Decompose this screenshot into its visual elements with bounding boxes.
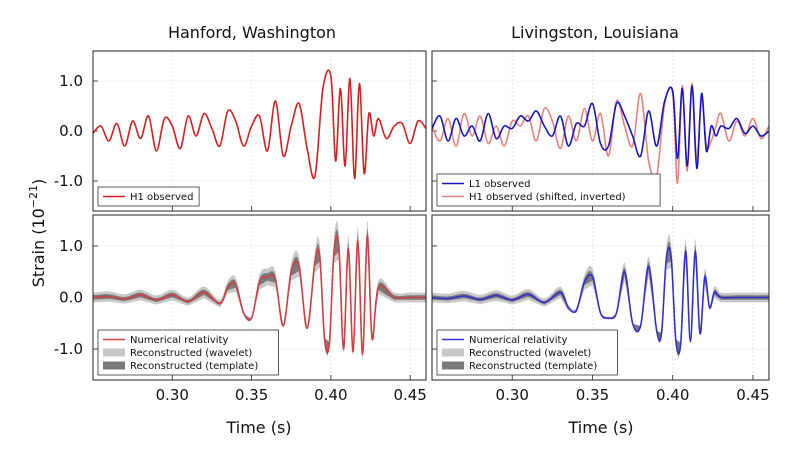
x-tick-label: 0.40 (314, 386, 347, 404)
legend: L1 observed H1 observed (shifted, inverte… (436, 173, 661, 207)
panel-bottom-left: 1.0 0.0 -1.0 0.30 0.35 0.40 0.45 Numerical rela… (54, 214, 427, 404)
legend-entry: L1 observed (469, 179, 530, 190)
y-tick-label: -1.0 (54, 172, 83, 190)
legend-swatch (442, 348, 464, 357)
legend: Numerical relativity Reconstructed (wavel… (436, 329, 618, 376)
legend-entry: Reconstructed (template) (130, 361, 258, 372)
legend-box (97, 329, 279, 376)
legend: Numerical relativity Reconstructed (wavel… (97, 329, 279, 376)
x-tick-label: 0.45 (736, 386, 769, 404)
legend-box (97, 186, 200, 207)
y-tick-label: 1.0 (59, 237, 83, 255)
legend-box (436, 173, 661, 207)
panel-frame (92, 50, 427, 212)
panel-bottom-right: 0.30 0.35 0.40 0.45 Numerical relativity Reco… (431, 214, 770, 404)
x-axis-label-right: Time (s) (567, 418, 633, 437)
panel-frame (92, 214, 427, 381)
x-axis-label-left: Time (s) (225, 418, 291, 437)
legend-entry: Reconstructed (wavelet) (469, 348, 591, 359)
legend-entry: Reconstructed (template) (469, 361, 597, 372)
x-tick-label: 0.30 (496, 386, 529, 404)
column-title-hanford: Hanford, Washington (168, 23, 336, 42)
y-axis-label: Strain (10−21) (27, 179, 48, 288)
panel-top-left: 1.0 0.0 -1.0 H1 observed (54, 50, 427, 212)
x-tick-label: 0.30 (156, 386, 189, 404)
y-tick-label: 1.0 (59, 72, 83, 90)
legend-entry: H1 observed (shifted, inverted) (469, 192, 626, 203)
x-tick-label: 0.35 (235, 386, 268, 404)
series-l1-observed (432, 85, 769, 170)
legend-swatch (103, 348, 125, 357)
column-title-livingston: Livingston, Louisiana (511, 23, 679, 42)
legend-box (436, 329, 618, 376)
legend-entry: Numerical relativity (469, 335, 567, 346)
legend-entry: Reconstructed (wavelet) (130, 348, 252, 359)
panel-frame (431, 50, 770, 212)
y-tick-label: 0.0 (59, 122, 83, 140)
panel-top-right: L1 observed H1 observed (shifted, inverte… (431, 50, 770, 212)
legend-swatch (442, 361, 464, 370)
legend-entry: Numerical relativity (130, 335, 228, 346)
series-numerical-relativity (93, 234, 426, 356)
x-tick-label: 0.40 (656, 386, 689, 404)
y-tick-label: 0.0 (59, 289, 83, 307)
panel-frame (431, 214, 770, 381)
series-h1-observed-shifted-inverted- (432, 82, 769, 185)
y-tick-label: -1.0 (54, 340, 83, 358)
legend-entry: H1 observed (130, 192, 193, 203)
x-tick-label: 0.45 (393, 386, 426, 404)
x-tick-label: 0.35 (576, 386, 609, 404)
legend-swatch (103, 361, 125, 370)
legend: H1 observed (97, 186, 200, 207)
series-numerical-relativity (432, 246, 769, 355)
series-h1-observed (93, 69, 426, 180)
